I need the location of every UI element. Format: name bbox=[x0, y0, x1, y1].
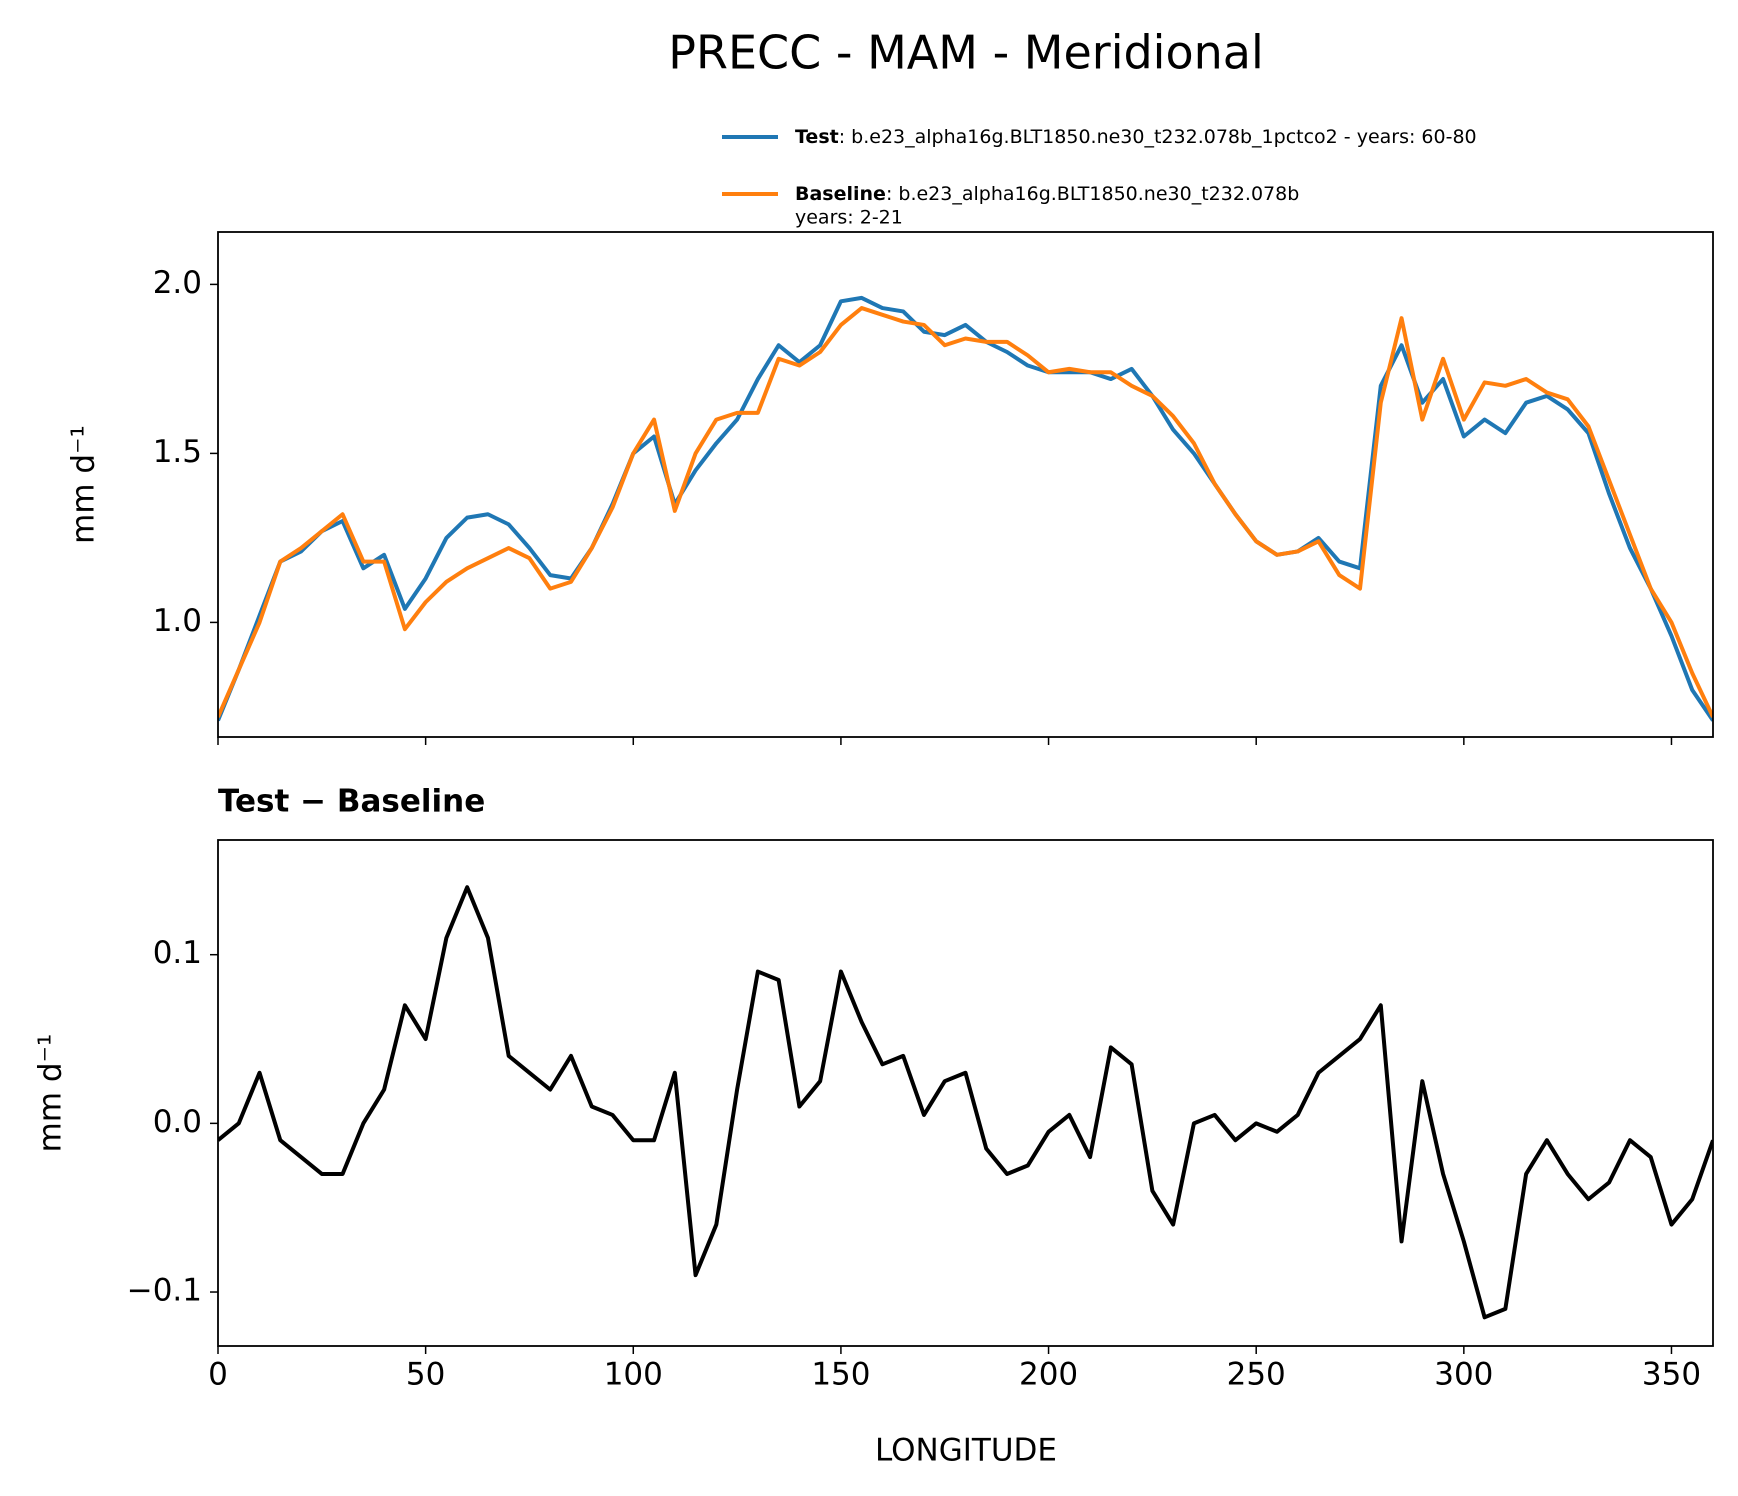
y-axis-label: mm d⁻¹ bbox=[33, 1034, 69, 1153]
legend-description: years: 2-21 bbox=[795, 207, 903, 229]
x-tick-label: 50 bbox=[406, 1357, 445, 1393]
legend-description: : b.e23_alpha16g.BLT1850.ne30_t232.078b bbox=[886, 183, 1299, 205]
data-line bbox=[218, 885, 1713, 1320]
axes-frame bbox=[217, 231, 1714, 738]
legend-label: Baseline: b.e23_alpha16g.BLT1850.ne30_t2… bbox=[795, 183, 1299, 205]
legend-description: : b.e23_alpha16g.BLT1850.ne30_t232.078b_… bbox=[839, 126, 1477, 148]
data-line bbox=[218, 295, 1713, 722]
y-tick-label: 1.0 bbox=[153, 603, 202, 639]
legend-name: Baseline bbox=[795, 183, 886, 205]
axes-frame bbox=[217, 839, 1714, 1347]
x-tick-label: 150 bbox=[811, 1357, 870, 1393]
y-axis-label: mm d⁻¹ bbox=[66, 425, 102, 544]
x-tick-label: 250 bbox=[1227, 1357, 1286, 1393]
x-tick-label: 200 bbox=[1019, 1357, 1078, 1393]
y-tick-label: 0.1 bbox=[153, 935, 202, 971]
x-tick-label: 100 bbox=[604, 1357, 663, 1393]
legend-name: Test bbox=[795, 126, 839, 148]
y-tick-label: 2.0 bbox=[153, 265, 202, 301]
y-tick-label: 0.0 bbox=[153, 1104, 202, 1140]
data-line bbox=[218, 306, 1713, 718]
chart-title: PRECC - MAM - Meridional bbox=[668, 26, 1263, 80]
legend-label: Test: b.e23_alpha16g.BLT1850.ne30_t232.0… bbox=[795, 126, 1477, 148]
x-axis-label: LONGITUDE bbox=[875, 1433, 1057, 1469]
x-tick-label: 0 bbox=[208, 1357, 228, 1393]
x-tick-label: 300 bbox=[1434, 1357, 1493, 1393]
x-tick-label: 350 bbox=[1642, 1357, 1701, 1393]
panel-title: Test − Baseline bbox=[218, 784, 485, 820]
y-tick-label: −0.1 bbox=[127, 1273, 202, 1309]
y-tick-label: 1.5 bbox=[153, 434, 202, 470]
